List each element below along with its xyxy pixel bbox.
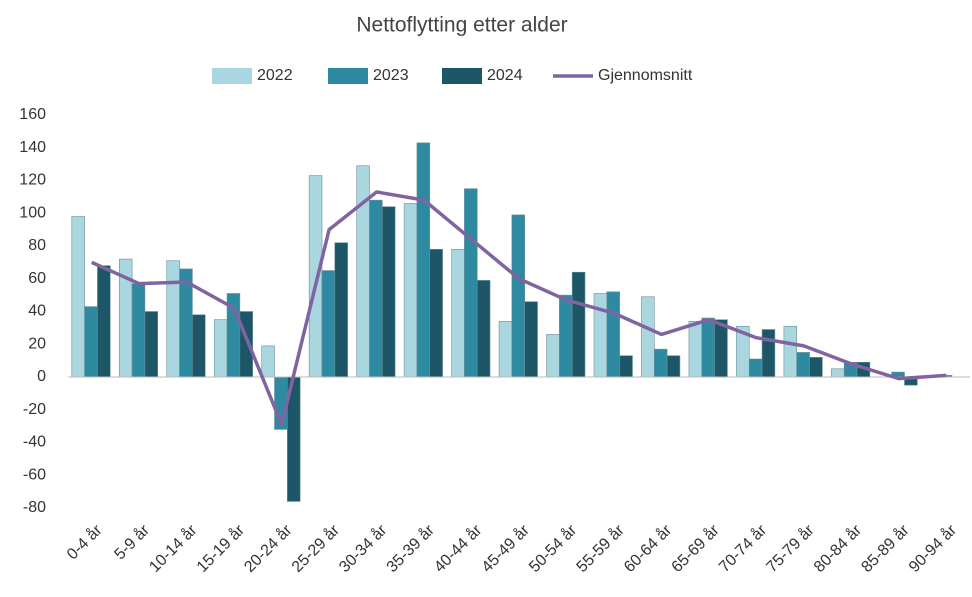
x-tick-label: 0-4 år: [63, 521, 106, 564]
y-tick-label: 80: [28, 237, 46, 254]
bar: [403, 203, 418, 378]
y-tick-label: 0: [37, 368, 46, 385]
x-tick-label: 50-54 år: [525, 521, 580, 576]
x-tick-label: 10-14 år: [146, 521, 201, 576]
x-tick-label: 45-49 år: [478, 521, 533, 576]
x-tick-label: 35-39 år: [383, 521, 438, 576]
x-tick-label: 80-84 år: [810, 521, 865, 576]
y-tick-label: 160: [19, 106, 46, 123]
bar: [761, 329, 776, 378]
bar: [71, 216, 85, 378]
bar: [308, 175, 323, 378]
bar: [688, 321, 703, 378]
bar: [213, 319, 228, 378]
x-tick-label: 85-89 år: [858, 521, 913, 576]
bar: [748, 358, 763, 378]
bar: [783, 325, 798, 378]
bar: [261, 345, 275, 378]
legend-swatch: [212, 68, 252, 84]
legend-label: 2022: [257, 67, 293, 84]
bar: [714, 319, 728, 378]
bar: [192, 314, 206, 378]
x-tick-label: 5-9 år: [111, 521, 154, 564]
bar: [796, 352, 810, 378]
x-tick-label: 25-29 år: [288, 521, 343, 576]
x-tick-label: 15-19 år: [193, 521, 248, 576]
y-tick-label: 140: [19, 139, 46, 156]
bar: [511, 214, 525, 378]
y-tick-label: -60: [23, 466, 46, 483]
bar: [321, 270, 336, 378]
legend-label: 2023: [373, 67, 409, 84]
y-tick-label: 120: [19, 172, 46, 189]
x-tick-label: 70-74 år: [715, 521, 770, 576]
bar: [559, 294, 573, 378]
y-tick-label: -40: [23, 434, 46, 451]
y-tick-label: 40: [28, 303, 46, 320]
bar: [464, 188, 478, 378]
bar: [84, 306, 98, 378]
bar: [131, 283, 146, 378]
legend-label: Gjennomsnitt: [598, 67, 693, 84]
x-tick-label: 60-64 år: [620, 521, 675, 576]
x-tick-label: 20-24 år: [241, 521, 296, 576]
bar: [809, 357, 823, 378]
legend-swatch: [442, 68, 482, 84]
y-tick-label: 60: [28, 270, 46, 287]
bar: [571, 271, 586, 378]
bar: [334, 242, 348, 378]
x-tick-label: 30-34 år: [336, 521, 391, 576]
bar: [476, 280, 491, 378]
bar: [97, 265, 111, 378]
bar: [641, 296, 655, 378]
x-tick-label: 65-69 år: [668, 521, 723, 576]
legend-swatch: [328, 68, 368, 84]
y-tick-label: 100: [19, 204, 46, 221]
bar: [369, 199, 383, 378]
line: [91, 190, 947, 427]
bar: [381, 206, 396, 378]
bar: [831, 368, 845, 378]
legend-label: 2024: [487, 67, 523, 84]
bar: [653, 348, 668, 378]
bar: [546, 334, 560, 378]
bar: [606, 291, 620, 378]
bar: [524, 301, 538, 378]
bar: [498, 321, 513, 378]
bar: [144, 311, 159, 378]
bar: [666, 355, 681, 378]
bar: [701, 317, 715, 378]
x-tick-label: 90-94 år: [905, 521, 960, 576]
y-tick-label: -80: [23, 499, 46, 516]
bar: [166, 260, 180, 378]
bar: [416, 142, 431, 378]
y-tick-label: -20: [23, 401, 46, 418]
y-tick-label: 20: [28, 335, 46, 352]
chart-title: Nettoflytting etter alder: [356, 14, 567, 37]
x-tick-label: 40-44 år: [430, 521, 485, 576]
x-tick-label: 75-79 år: [763, 521, 818, 576]
x-tick-label: 55-59 år: [573, 521, 628, 576]
bar: [593, 293, 608, 378]
bar: [619, 355, 633, 378]
bar: [451, 248, 465, 378]
bar: [429, 248, 443, 378]
